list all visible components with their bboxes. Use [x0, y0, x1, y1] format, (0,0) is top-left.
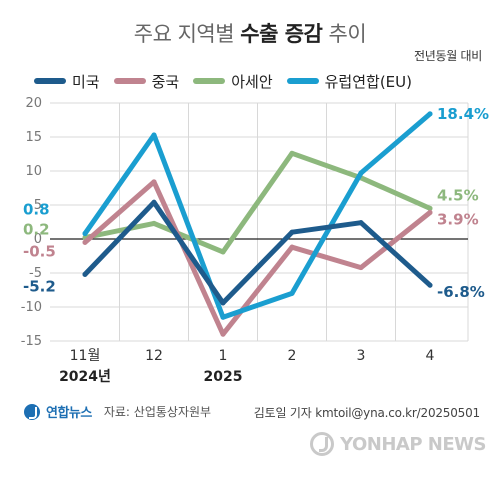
data-point-eu	[289, 290, 295, 296]
end-label-eu: 18.4%	[437, 105, 489, 123]
end-label-usa: -6.8%	[437, 283, 485, 301]
legend-label-usa: 미국	[72, 72, 100, 91]
data-point-asean	[220, 249, 226, 255]
y-tick-label: -15	[21, 334, 42, 349]
x-year-label: 2025	[204, 369, 243, 385]
credit-text: 김토일 기자 kmtoil@yna.co.kr/20250501	[253, 406, 480, 420]
series-line-china	[82, 179, 433, 337]
legend-item-asean: 아세안	[193, 71, 273, 92]
data-point-usa	[151, 199, 157, 205]
y-tick-label: -5	[29, 266, 42, 281]
data-point-china	[151, 179, 157, 185]
data-point-eu	[427, 111, 433, 117]
y-tick-label: 10	[25, 164, 42, 179]
data-point-china	[220, 331, 226, 337]
x-year-label: 2024년	[59, 369, 111, 385]
data-point-china	[289, 244, 295, 250]
data-point-asean	[289, 150, 295, 156]
data-point-eu	[82, 231, 88, 237]
data-point-china	[358, 265, 364, 271]
legend-label-china: 중국	[151, 72, 180, 91]
data-point-eu	[151, 132, 157, 138]
data-point-usa	[358, 220, 364, 226]
yonhap-logo-icon	[24, 403, 40, 420]
line-chart: -15 -10 -5 0 5 10 15 20 11월 2024년 12 1 2025 2 3 4 -5.2 -0…	[21, 96, 489, 385]
start-label-usa: -5.2	[23, 277, 56, 295]
start-label-asean: 0.2	[23, 221, 50, 239]
legend: 미국 중국 아세안 유럽연합(EU)	[34, 70, 412, 92]
y-tick-label: 0	[34, 232, 42, 247]
data-point-china	[82, 239, 88, 245]
source-text: 자료: 산업통상자원부	[103, 405, 212, 419]
watermark-text: YONHAP NEWS	[340, 433, 486, 455]
end-label-china: 3.9%	[437, 210, 479, 228]
y-tick-label: 5	[34, 198, 42, 213]
data-point-china	[427, 209, 433, 215]
y-tick-label: 20	[25, 96, 42, 111]
data-point-asean	[427, 205, 433, 211]
legend-label-asean: 아세안	[231, 72, 273, 91]
end-label-asean: 4.5%	[437, 186, 479, 204]
series-line-usa	[82, 199, 433, 306]
legend-label-eu: 유럽연합(EU)	[324, 72, 412, 91]
data-point-asean	[151, 220, 157, 226]
watermark: YONHAP NEWS	[310, 432, 486, 456]
chart-subtitle: 전년동월 대비	[414, 49, 482, 63]
brand-name: 연합뉴스	[46, 406, 92, 421]
legend-swatch-usa	[34, 78, 66, 84]
legend-swatch-eu	[286, 78, 319, 84]
legend-item-usa: 미국	[34, 71, 100, 92]
data-point-usa	[289, 229, 295, 235]
legend-swatch-asean	[193, 78, 226, 84]
title-suffix: 추이	[328, 22, 367, 46]
data-point-eu	[358, 170, 364, 176]
x-tick-label: 12	[145, 348, 163, 364]
data-point-usa	[82, 271, 88, 277]
data-point-usa	[427, 282, 433, 288]
legend-swatch-china	[113, 78, 146, 84]
title-prefix: 주요 지역별	[133, 22, 235, 46]
x-tick-label: 4	[426, 348, 435, 364]
title-highlight: 수출 증감	[240, 22, 323, 46]
series-line-asean	[82, 150, 433, 255]
data-point-eu	[220, 314, 226, 320]
legend-item-eu: 유럽연합(EU)	[286, 71, 412, 92]
x-tick-label: 2	[288, 348, 297, 364]
series-line-eu	[82, 111, 433, 320]
start-label-china: -0.5	[23, 242, 56, 260]
yonhap-watermark-icon	[310, 432, 335, 456]
x-tick-label: 11월	[70, 348, 101, 364]
footer-source: 연합뉴스 자료: 산업통상자원부	[24, 402, 211, 421]
y-tick-label: 15	[25, 130, 42, 145]
start-label-eu: 0.8	[23, 201, 50, 219]
data-point-usa	[220, 300, 226, 306]
x-tick-label: 1	[219, 348, 228, 364]
legend-item-china: 중국	[113, 71, 180, 92]
y-tick-label: -10	[21, 300, 42, 315]
x-tick-label: 3	[357, 348, 366, 364]
chart-title: 주요 지역별 수출 증감 추이	[0, 18, 500, 48]
